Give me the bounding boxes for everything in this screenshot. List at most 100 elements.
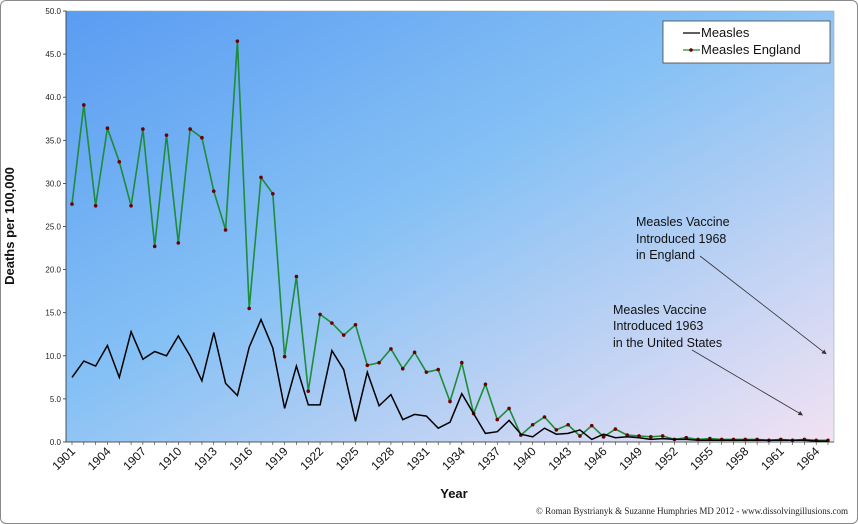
y-tick-label: 20.0 [45, 266, 61, 275]
data-point-measles-england [460, 360, 464, 365]
x-tick-label: 1958 [723, 444, 752, 473]
annotation-england-line-3: in England [636, 248, 695, 262]
y-axis: 0.0 5.0 10.0 15.0 20.0 25.0 30.0 35.0 40.0 45.0 50… [45, 7, 67, 447]
data-point-measles-england [117, 160, 122, 164]
x-tick-label: 1940 [510, 444, 539, 473]
credit-line: © Roman Bystrianyk & Suzanne Humphries M… [536, 506, 848, 516]
data-point-measles-england [318, 312, 322, 317]
x-tick-label: 1934 [439, 444, 468, 473]
data-point-measles-england [306, 389, 311, 393]
x-tick-label: 1925 [333, 444, 362, 473]
data-point-measles-england [330, 321, 334, 325]
x-tick-label: 1964 [794, 444, 823, 473]
x-tick-label: 1949 [616, 444, 645, 473]
x-tick-label: 1928 [368, 444, 397, 473]
data-point-measles-england [341, 333, 346, 337]
y-tick-label: 15.0 [45, 309, 61, 318]
x-tick-label: 1922 [297, 444, 326, 473]
series-layer [70, 39, 830, 443]
x-tick-label: 1907 [120, 444, 149, 473]
x-tick-label: 1913 [191, 444, 220, 473]
x-tick-label: 1961 [758, 444, 787, 473]
data-point-measles-england [223, 228, 228, 232]
x-tick-label: 1931 [404, 444, 433, 473]
x-axis: 1901 1904 1907 1910 1913 1916 1919 1922 1925 1928… [49, 441, 834, 473]
data-point-measles-england [530, 422, 535, 427]
y-tick-label: 40.0 [45, 93, 61, 102]
data-point-measles-england [152, 244, 157, 249]
data-point-measles-england [294, 274, 299, 279]
data-point-measles-england [660, 434, 665, 438]
data-point-measles-england [271, 191, 275, 196]
data-point-measles-england [507, 406, 511, 411]
data-point-measles-england [589, 423, 594, 428]
data-point-measles-england [211, 189, 216, 193]
data-point-measles-england [377, 360, 381, 365]
data-point-measles-england [625, 433, 629, 437]
data-point-measles-england [637, 434, 641, 438]
data-point-measles-england [436, 367, 440, 372]
data-point-measles-england [566, 422, 570, 427]
y-tick-label: 45.0 [45, 50, 61, 59]
annotation-arrow-0 [699, 255, 827, 355]
data-point-measles-england [105, 126, 110, 131]
annotation-england-line-2: Introduced 1968 [636, 232, 726, 246]
data-point-measles-england [70, 202, 74, 206]
y-tick-label: 30.0 [45, 179, 61, 188]
x-tick-label: 1910 [156, 444, 185, 473]
data-point-measles-england [164, 133, 169, 137]
annotation-us: Measles Vaccine Introduced 1963 in the U… [613, 303, 722, 350]
y-axis-title: Deaths per 100,000 [2, 167, 17, 285]
data-point-measles-england [353, 322, 358, 327]
x-tick-label: 1937 [475, 444, 504, 473]
y-tick-label: 35.0 [45, 136, 61, 145]
y-tick-label: 0.0 [50, 438, 62, 447]
data-point-measles-england [247, 306, 251, 311]
legend: Measles Measles England [662, 20, 831, 64]
y-tick-label: 10.0 [45, 352, 61, 361]
legend-marker-measles-england [689, 48, 693, 52]
data-point-measles-england [188, 127, 192, 131]
legend-label-measles-england: Measles England [701, 42, 801, 57]
data-point-measles-england [82, 103, 86, 107]
x-tick-label: 1946 [581, 444, 610, 473]
data-point-measles-england [542, 415, 547, 419]
series-line-measles [71, 317, 828, 442]
y-tick-label: 5.0 [50, 395, 62, 404]
data-point-measles-england [365, 363, 370, 368]
data-point-measles-england [141, 127, 145, 131]
x-tick-label: 1904 [85, 444, 114, 473]
data-point-measles-england [235, 39, 240, 43]
data-point-measles-england [601, 435, 606, 439]
x-tick-label: 1955 [687, 444, 716, 473]
annotation-layer [691, 255, 827, 416]
data-point-measles-england [708, 436, 712, 441]
plot-area [65, 10, 835, 443]
annotation-us-line-3: in the United States [613, 336, 722, 350]
data-point-measles-england [176, 241, 181, 245]
annotation-england: Measles Vaccine Introduced 1968 in Engla… [636, 215, 730, 262]
data-point-measles-england [483, 382, 488, 387]
data-point-measles-england [259, 175, 263, 180]
data-point-measles-england [389, 347, 393, 351]
data-point-measles-england [578, 434, 582, 438]
x-tick-label: 1901 [49, 444, 78, 473]
x-tick-label: 1919 [262, 444, 291, 473]
data-point-measles-england [129, 204, 133, 208]
annotation-england-line-1: Measles Vaccine [636, 215, 730, 229]
data-point-measles-england [495, 417, 500, 422]
annotation-us-line-2: Introduced 1963 [613, 319, 703, 333]
data-point-measles-england [424, 370, 429, 374]
data-point-measles-england [448, 399, 452, 404]
x-tick-label: 1916 [227, 444, 256, 473]
legend-box [662, 20, 831, 64]
x-tick-label: 1943 [545, 444, 574, 473]
data-point-measles-england [93, 204, 98, 208]
data-point-measles-england [554, 428, 559, 432]
annotation-us-line-1: Measles Vaccine [613, 303, 707, 317]
annotation-arrow-1 [691, 349, 804, 416]
y-tick-label: 50.0 [45, 7, 61, 16]
data-point-measles-england [684, 435, 689, 440]
x-tick-label: 1952 [652, 444, 681, 473]
